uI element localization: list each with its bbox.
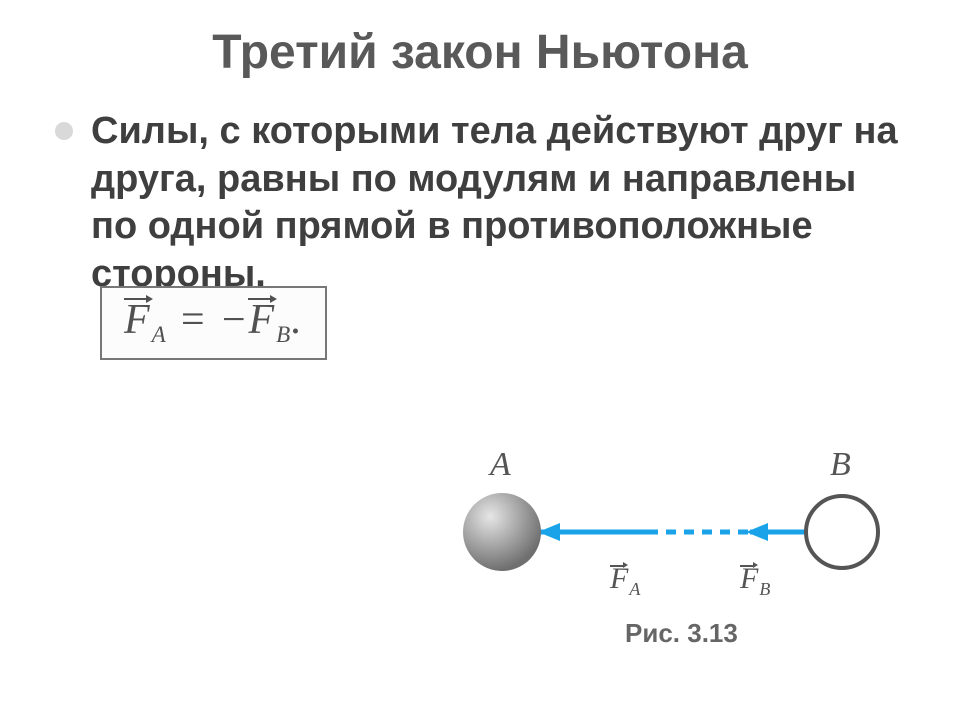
ball-a [463,493,541,571]
sub-a: A [152,321,167,347]
equals: = [167,297,219,343]
formula-box: FA = −FB. [100,286,327,360]
minus: − [219,297,248,343]
vec-fb: F [248,296,275,344]
vec-arrow-icon: F [740,562,758,596]
body-text: Силы, с которыми тела действуют друг на … [91,108,905,298]
period: . [291,297,303,343]
bullet-icon [55,122,73,140]
force-diagram: A B FA FB Рис. 3.13 [410,440,890,640]
arrowhead-a-icon [538,523,560,541]
arrowhead-b-icon [746,523,768,541]
vec-fa: F [124,296,151,344]
slide-title: Третий закон Ньютона [55,25,905,80]
figure-caption: Рис. 3.13 [625,618,738,649]
vec-arrow-icon: F [610,562,628,596]
force-label-a: FA [610,562,640,600]
formula: FA = −FB. [124,297,303,343]
slide: Третий закон Ньютона Силы, с которыми те… [0,0,960,720]
label-a: A [490,446,511,484]
label-b: B [830,446,851,484]
sub-b: B [276,321,291,347]
force-label-b: FB [740,562,770,600]
ball-b [806,496,878,568]
body-block: Силы, с которыми тела действуют друг на … [55,108,905,298]
diagram-svg [410,440,890,640]
